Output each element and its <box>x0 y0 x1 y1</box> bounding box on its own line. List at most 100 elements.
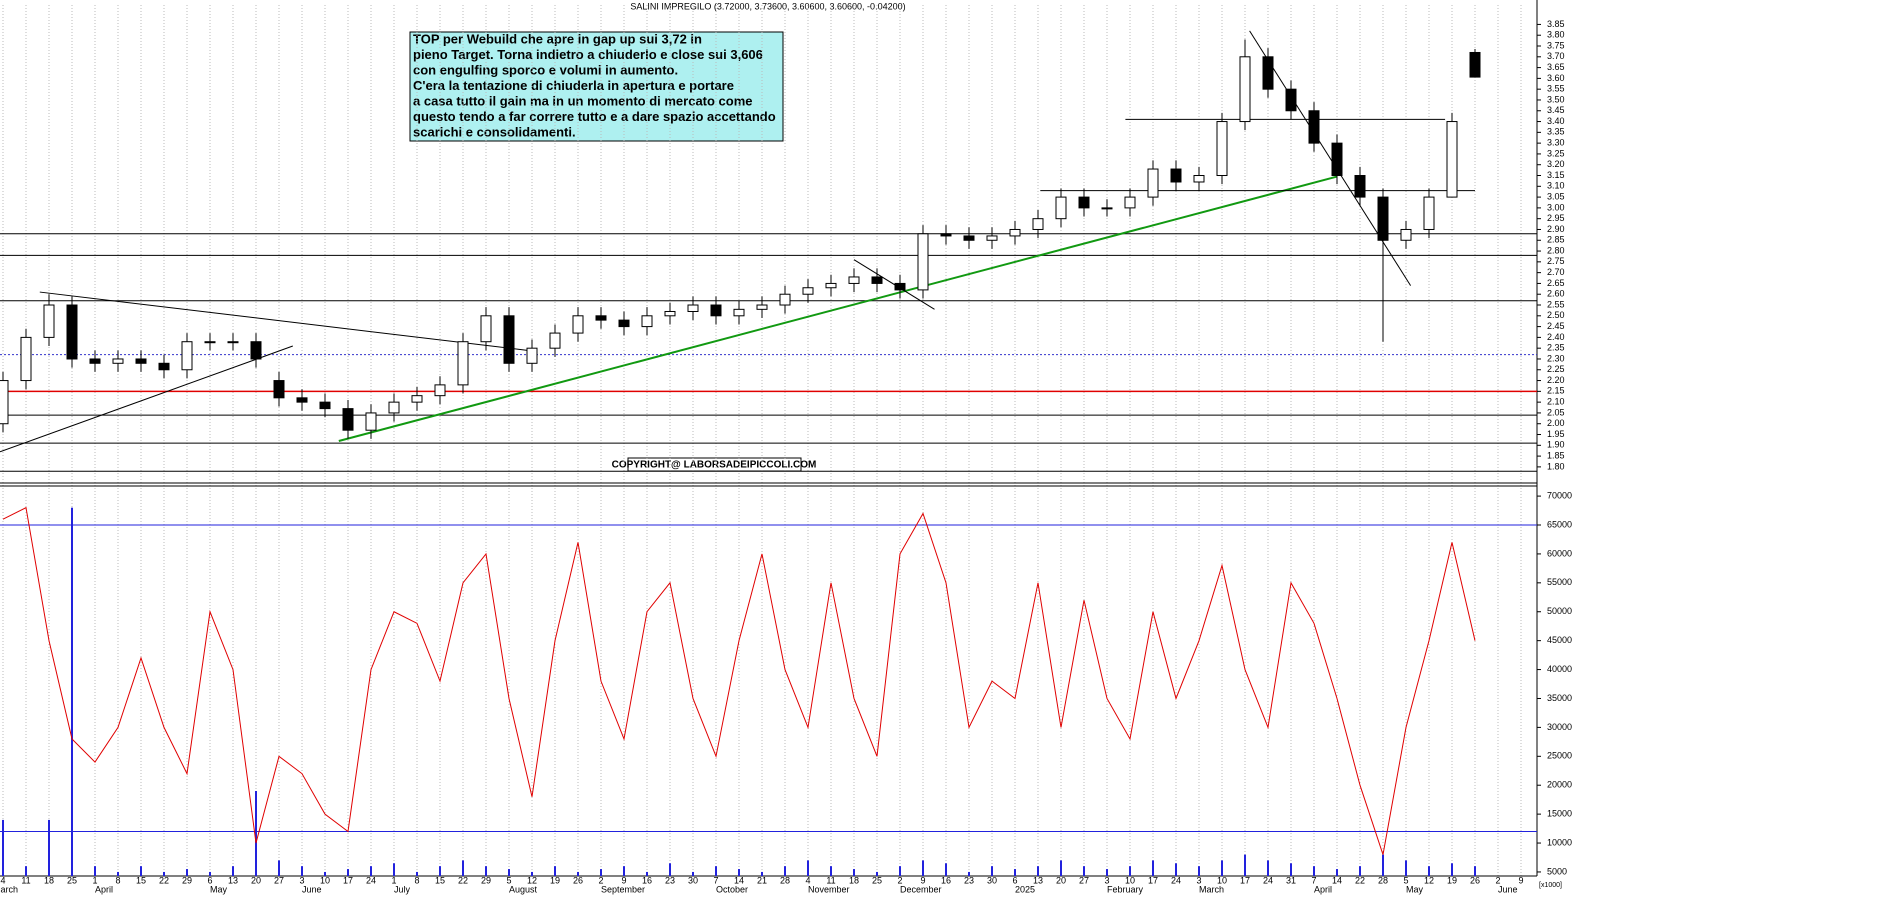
volume-bar <box>922 860 924 876</box>
x-tick-label: 22 <box>1355 875 1365 885</box>
month-label: September <box>601 884 645 894</box>
candle-body <box>1285 88 1297 112</box>
y-tick-label: 3.30 <box>1547 138 1565 148</box>
x-tick-label: 7 <box>1311 875 1316 885</box>
volume-bar <box>1405 860 1407 876</box>
y-tick-label: 1.80 <box>1547 461 1565 471</box>
volume-bar <box>163 871 165 876</box>
candle-body <box>917 233 929 291</box>
candle-body <box>434 384 446 397</box>
x-tick-label: 24 <box>366 875 376 885</box>
x-tick-label: 30 <box>688 875 698 885</box>
volume-bar <box>1474 866 1476 876</box>
y-tick-label: 60000 <box>1547 548 1572 558</box>
x-tick-label: 3 <box>1196 875 1201 885</box>
annotation-line: con engulfing sporco e volumi in aumento… <box>413 62 678 77</box>
x-tick-label: 10 <box>1125 875 1135 885</box>
candle-body <box>1331 142 1343 177</box>
x-tick-label: 5 <box>506 875 511 885</box>
x-tick-label: 30 <box>987 875 997 885</box>
candle-body <box>1078 196 1090 209</box>
y-tick-label: 20000 <box>1547 780 1572 790</box>
candle-body <box>1308 110 1320 144</box>
x-tick-label: 29 <box>182 875 192 885</box>
x-tick-label: 12 <box>527 875 537 885</box>
y-tick-label: 2.70 <box>1547 267 1565 277</box>
volume-bar <box>1152 860 1154 876</box>
volume-bar <box>738 869 740 876</box>
volume-bar <box>1290 863 1292 876</box>
y-tick-label: 3.85 <box>1547 19 1565 29</box>
candle-body <box>779 293 791 306</box>
volume-bar <box>968 871 970 876</box>
candle-body <box>1446 121 1458 198</box>
y-tick-label: 2.25 <box>1547 364 1565 374</box>
y-tick-label: 5000 <box>1547 866 1567 876</box>
x-tick-label: 9 <box>1518 875 1523 885</box>
x-tick-label: 25 <box>872 875 882 885</box>
annotation-line: scarichi e consolidamenti. <box>413 124 576 139</box>
x-tick-label: 23 <box>665 875 675 885</box>
y-tick-label: 2.15 <box>1547 386 1565 396</box>
volume-bar <box>439 866 441 876</box>
volume-bar <box>1244 854 1246 876</box>
candle-body <box>250 341 262 360</box>
volume-bar <box>1359 866 1361 876</box>
month-label: June <box>302 884 322 894</box>
candle-body <box>894 282 906 291</box>
month-label: August <box>509 884 538 894</box>
volume-bar <box>232 866 234 876</box>
candle-body <box>986 235 998 241</box>
x-tick-label: 26 <box>573 875 583 885</box>
candle-body <box>802 287 814 295</box>
candle-body <box>503 315 515 364</box>
candle-body <box>1124 196 1136 209</box>
copyright: COPYRIGHT@ LABORSADEIPICCOLI.COM <box>612 460 817 471</box>
volume-bar <box>416 871 418 876</box>
x-tick-label: 9 <box>920 875 925 885</box>
y-tick-label: 2.00 <box>1547 418 1565 428</box>
volume-bar <box>48 819 50 876</box>
candle-body <box>342 408 354 431</box>
volume-bar <box>1129 866 1131 876</box>
candle-body <box>1170 168 1182 183</box>
x-tick-label: 7 <box>713 875 718 885</box>
x-tick-label: 16 <box>941 875 951 885</box>
candle-body <box>319 401 331 410</box>
volume-bar <box>393 863 395 876</box>
annotation: TOP per Webuild che apre in gap up sui 3… <box>409 31 784 142</box>
volume-bar <box>1014 869 1016 876</box>
candle-body <box>388 401 400 414</box>
candle-body <box>135 358 147 364</box>
month-label: July <box>394 884 411 894</box>
y-tick-label: 1.85 <box>1547 450 1565 460</box>
y-tick-label: 2.30 <box>1547 353 1565 363</box>
volume-bar <box>531 871 533 876</box>
y-tick-label: 2.10 <box>1547 397 1565 407</box>
y-tick-label: 50000 <box>1547 606 1572 616</box>
x-tick-label: 31 <box>1286 875 1296 885</box>
x-tick-label: 2 <box>598 875 603 885</box>
candle-body <box>1423 196 1435 230</box>
y-tick-label: 2.20 <box>1547 375 1565 385</box>
y-tick-label: 15000 <box>1547 809 1572 819</box>
y-tick-label: 2.90 <box>1547 224 1565 234</box>
volume-bar <box>301 866 303 876</box>
annotation-line: pieno Target. Torna indietro a chiuderlo… <box>413 47 763 62</box>
candle-body <box>112 358 124 364</box>
candle-body <box>1377 196 1389 241</box>
candle-body <box>20 336 32 382</box>
volume-bar <box>692 871 694 876</box>
candle-body <box>181 341 193 371</box>
candle-body <box>1216 121 1228 177</box>
annotation-line: a casa tutto il gain ma in un momento di… <box>413 93 753 108</box>
x-tick-label: 15 <box>136 875 146 885</box>
candle-body <box>687 304 699 312</box>
x-tick-label: 25 <box>67 875 77 885</box>
candle-body <box>273 380 285 399</box>
volume-bar <box>600 869 602 876</box>
x-tick-label: 13 <box>1033 875 1043 885</box>
x-tick-label: 23 <box>964 875 974 885</box>
x-tick-label: 19 <box>1447 875 1457 885</box>
